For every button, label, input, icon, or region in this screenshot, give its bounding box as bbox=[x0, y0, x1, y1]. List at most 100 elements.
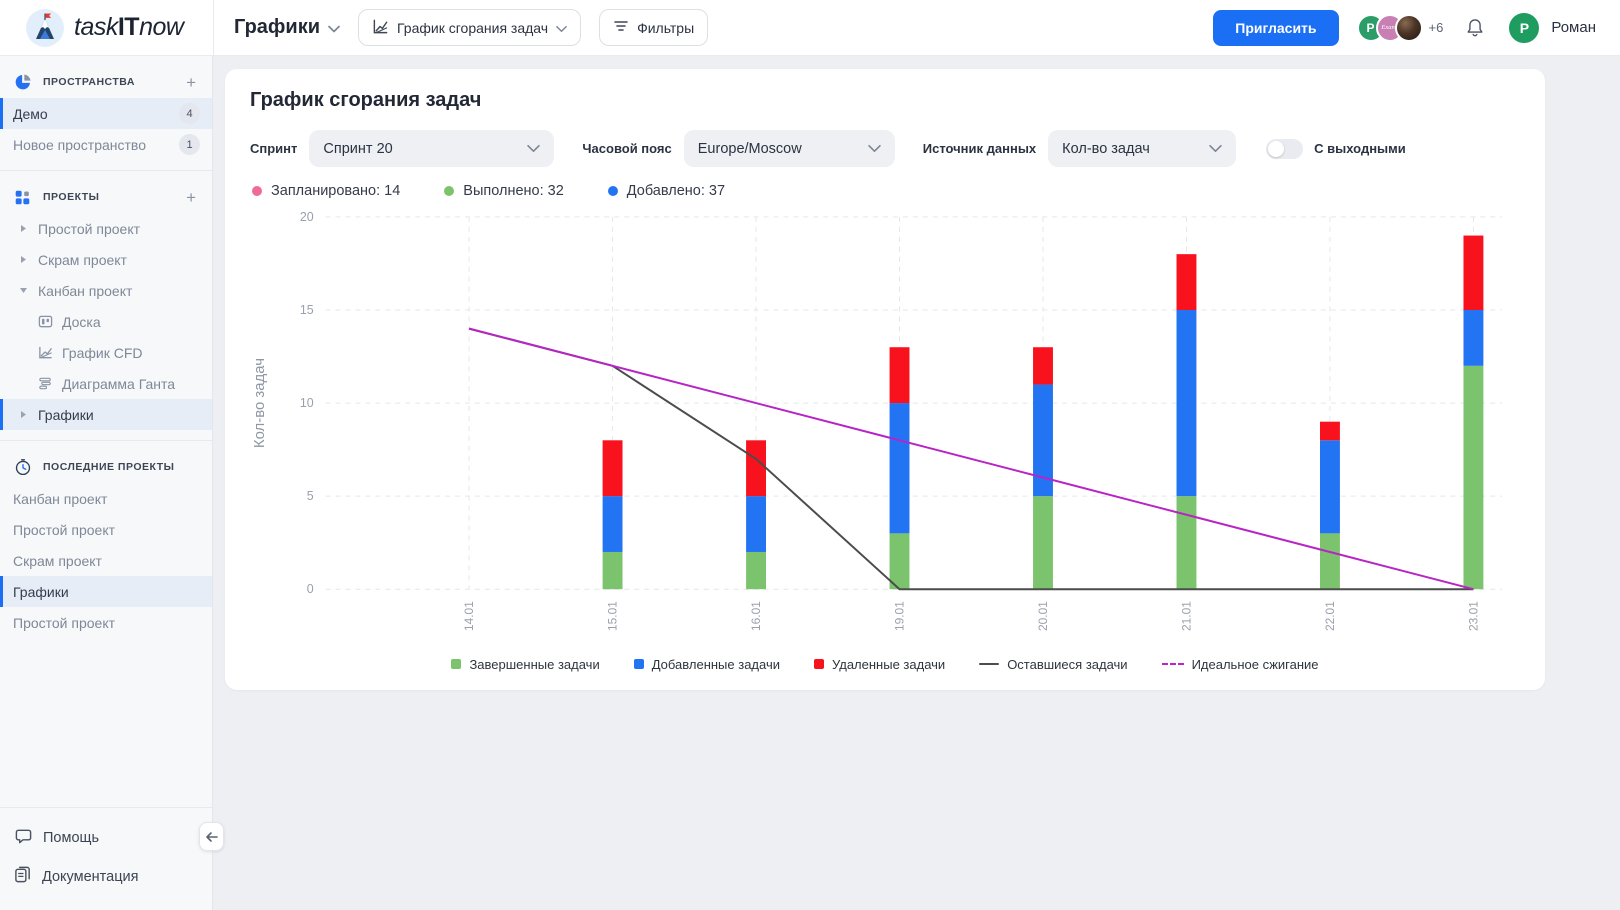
x-tick-label: 22.01 bbox=[1323, 601, 1337, 631]
legend-swatch-ideal bbox=[1161, 663, 1184, 666]
chart-legend: Завершенные задачи Добавленные задачи Уд… bbox=[240, 653, 1530, 680]
legend-item-remaining[interactable]: Оставшиеся задачи bbox=[979, 657, 1128, 672]
board-icon bbox=[38, 314, 55, 329]
sidebar-item-space-demo[interactable]: Демо 4 bbox=[0, 98, 212, 129]
docs-link[interactable]: Документация bbox=[0, 857, 212, 896]
bar-segment bbox=[1176, 254, 1197, 311]
sidebar-item-project-kanban[interactable]: Канбан проект bbox=[0, 275, 212, 306]
x-tick-label: 16.01 bbox=[749, 601, 763, 631]
weekends-label: С выходными bbox=[1314, 141, 1406, 156]
logo-icon bbox=[26, 8, 64, 47]
sidebar-item-board[interactable]: Доска bbox=[0, 306, 212, 337]
legend-item-completed[interactable]: Завершенные задачи bbox=[451, 657, 600, 672]
chart-filters: Спринт Спринт 20 Часовой пояс Europe/Mos… bbox=[250, 130, 1530, 167]
x-tick-label: 21.01 bbox=[1179, 601, 1193, 631]
docs-label: Документация bbox=[42, 868, 139, 885]
chart-area: 0 5 10 15 20 14.01 15.01 16.01 19.01 20.01 21.01 22… bbox=[240, 203, 1530, 653]
legend-swatch-removed bbox=[814, 659, 824, 670]
legend-item-removed[interactable]: Удаленные задачи bbox=[814, 657, 945, 672]
caret-right-icon[interactable] bbox=[13, 224, 33, 233]
sidebar-item-recent-kanban[interactable]: Канбан проект bbox=[0, 483, 212, 514]
project-label: Канбан проект bbox=[38, 282, 133, 299]
sidebar-item-space-new[interactable]: Новое пространство 1 bbox=[0, 129, 212, 160]
caret-down-icon[interactable] bbox=[13, 287, 33, 294]
timezone-select[interactable]: Europe/Moscow bbox=[683, 130, 895, 167]
top-header: taskITnow Графики График сгорания задач bbox=[0, 0, 1620, 56]
y-tick-label: 15 bbox=[300, 303, 314, 317]
invite-button[interactable]: Пригласить bbox=[1213, 9, 1339, 46]
cfd-chart-icon bbox=[38, 345, 55, 360]
sidebar-item-recent-charts[interactable]: Графики bbox=[0, 576, 212, 607]
bar-segment bbox=[602, 496, 623, 552]
sidebar-item-recent-simple-1[interactable]: Простой проект bbox=[0, 514, 212, 545]
chevron-down-icon bbox=[328, 16, 340, 39]
page-nav-dropdown[interactable]: Графики bbox=[234, 16, 340, 39]
y-axis-title: Кол-во задач bbox=[251, 358, 268, 448]
x-tick-label: 20.01 bbox=[1036, 601, 1050, 631]
bar-segment bbox=[602, 551, 623, 590]
sidebar-divider bbox=[0, 807, 212, 808]
bar-segment bbox=[1033, 347, 1053, 385]
stat-planned-label: Запланировано: 14 bbox=[271, 183, 401, 199]
sidebar: ПРОСТРАНСТВА + Демо 4 Новое пространство… bbox=[0, 56, 224, 910]
source-value: Кол-во задач bbox=[1062, 140, 1150, 157]
sidebar-collapse-button[interactable] bbox=[199, 822, 224, 851]
source-select[interactable]: Кол-во задач bbox=[1048, 130, 1237, 167]
project-sub-label: Доска bbox=[62, 313, 101, 330]
sprint-stats: Запланировано: 14 Выполнено: 32 Добавлен… bbox=[252, 183, 1530, 199]
y-tick-label: 10 bbox=[300, 396, 314, 410]
main-content: График сгорания задач Спринт Спринт 20 Ч… bbox=[213, 56, 1620, 910]
bar-segment bbox=[1176, 496, 1197, 590]
stat-added: Добавлено: 37 bbox=[607, 183, 725, 199]
header-divider bbox=[213, 0, 214, 56]
recent-label: Графики bbox=[13, 583, 69, 600]
bar-segment bbox=[602, 440, 623, 497]
space-count-badge: 4 bbox=[179, 103, 200, 124]
sidebar-item-cfd-chart[interactable]: График CFD bbox=[0, 337, 212, 368]
recent-section-header: ПОСЛЕДНИЕ ПРОЕКТЫ bbox=[0, 451, 212, 483]
avatar[interactable] bbox=[1394, 13, 1423, 42]
project-sub-label: Диаграмма Ганта bbox=[62, 375, 176, 392]
help-link[interactable]: Помощь bbox=[0, 818, 212, 857]
add-space-button[interactable]: + bbox=[182, 72, 200, 93]
avatar-overflow-count[interactable]: +6 bbox=[1428, 20, 1444, 35]
sidebar-item-project-charts[interactable]: Графики bbox=[0, 399, 212, 430]
y-tick-label: 5 bbox=[307, 489, 314, 503]
timezone-label: Часовой пояс bbox=[582, 141, 672, 156]
sidebar-bottom: Помощь Документация bbox=[0, 797, 212, 910]
notifications-bell-icon[interactable] bbox=[1465, 17, 1485, 38]
chart-bars bbox=[602, 235, 1484, 590]
bar-segment bbox=[1463, 235, 1484, 311]
weekends-toggle[interactable] bbox=[1266, 138, 1304, 159]
recent-label: Скрам проект bbox=[13, 552, 102, 569]
gantt-chart-icon bbox=[38, 376, 55, 391]
legend-item-added[interactable]: Добавленные задачи bbox=[633, 657, 780, 672]
legend-item-ideal[interactable]: Идеальное сжигание bbox=[1161, 656, 1319, 672]
header-left: taskITnow Графики График сгорания задач bbox=[0, 0, 709, 56]
user-menu[interactable]: P Роман bbox=[1507, 10, 1596, 45]
spaces-section-title: ПРОСТРАНСТВА bbox=[43, 76, 135, 88]
filters-button[interactable]: Фильтры bbox=[599, 9, 709, 46]
sidebar-item-recent-scrum[interactable]: Скрам проект bbox=[0, 545, 212, 576]
legend-label: Идеальное сжигание bbox=[1191, 656, 1319, 672]
chevron-down-icon bbox=[527, 141, 541, 157]
caret-right-icon[interactable] bbox=[13, 255, 33, 264]
caret-right-icon[interactable] bbox=[13, 410, 33, 419]
chart-type-select[interactable]: График сгорания задач bbox=[358, 9, 582, 46]
sprint-select[interactable]: Спринт 20 bbox=[309, 130, 555, 167]
sidebar-item-project-simple[interactable]: Простой проект bbox=[0, 213, 212, 244]
add-project-button[interactable]: + bbox=[182, 187, 200, 208]
y-tick-label: 20 bbox=[300, 210, 314, 224]
recent-section-title: ПОСЛЕДНИЕ ПРОЕКТЫ bbox=[43, 461, 175, 473]
help-label: Помощь bbox=[43, 829, 100, 846]
project-sub-label: График CFD bbox=[62, 344, 143, 361]
stat-planned: Запланировано: 14 bbox=[252, 183, 400, 199]
bar-segment bbox=[746, 440, 766, 497]
sidebar-item-gantt[interactable]: Диаграмма Ганта bbox=[0, 368, 212, 399]
legend-label: Удаленные задачи bbox=[832, 656, 946, 672]
pie-chart-icon bbox=[14, 73, 32, 91]
sidebar-item-project-scrum[interactable]: Скрам проект bbox=[0, 244, 212, 275]
sidebar-item-recent-simple-2[interactable]: Простой проект bbox=[0, 607, 212, 638]
sprint-value: Спринт 20 bbox=[323, 140, 393, 157]
app-logo[interactable]: taskITnow bbox=[0, 0, 213, 55]
